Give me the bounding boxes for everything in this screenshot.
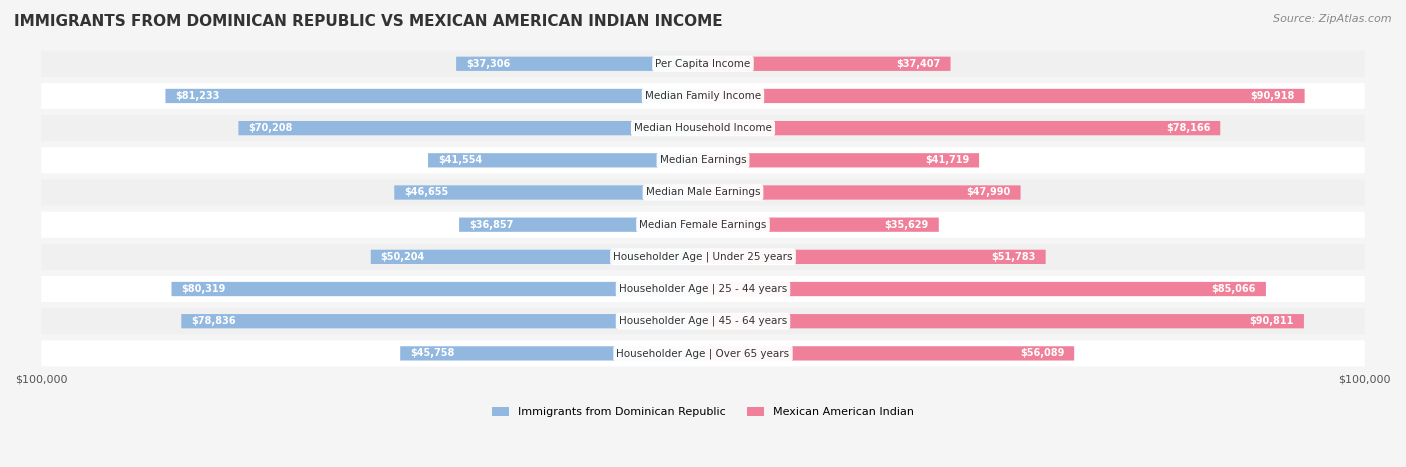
FancyBboxPatch shape bbox=[41, 276, 1365, 302]
Text: $41,719: $41,719 bbox=[925, 156, 969, 165]
FancyBboxPatch shape bbox=[703, 314, 1303, 328]
Text: Median Household Income: Median Household Income bbox=[634, 123, 772, 133]
Text: $70,208: $70,208 bbox=[249, 123, 292, 133]
FancyBboxPatch shape bbox=[703, 89, 1305, 103]
Text: Median Family Income: Median Family Income bbox=[645, 91, 761, 101]
Text: $80,319: $80,319 bbox=[181, 284, 226, 294]
Text: IMMIGRANTS FROM DOMINICAN REPUBLIC VS MEXICAN AMERICAN INDIAN INCOME: IMMIGRANTS FROM DOMINICAN REPUBLIC VS ME… bbox=[14, 14, 723, 29]
FancyBboxPatch shape bbox=[41, 51, 1365, 77]
Text: $51,783: $51,783 bbox=[991, 252, 1036, 262]
FancyBboxPatch shape bbox=[41, 115, 1365, 141]
FancyBboxPatch shape bbox=[427, 153, 703, 168]
FancyBboxPatch shape bbox=[703, 121, 1220, 135]
FancyBboxPatch shape bbox=[703, 218, 939, 232]
Text: $90,918: $90,918 bbox=[1250, 91, 1295, 101]
FancyBboxPatch shape bbox=[456, 57, 703, 71]
FancyBboxPatch shape bbox=[172, 282, 703, 296]
Text: $37,407: $37,407 bbox=[897, 59, 941, 69]
Text: $90,811: $90,811 bbox=[1250, 316, 1294, 326]
FancyBboxPatch shape bbox=[239, 121, 703, 135]
FancyBboxPatch shape bbox=[181, 314, 703, 328]
Text: Householder Age | 25 - 44 years: Householder Age | 25 - 44 years bbox=[619, 284, 787, 294]
Text: $36,857: $36,857 bbox=[470, 219, 513, 230]
FancyBboxPatch shape bbox=[703, 282, 1265, 296]
Text: $35,629: $35,629 bbox=[884, 219, 929, 230]
Text: $47,990: $47,990 bbox=[966, 187, 1011, 198]
Text: Median Male Earnings: Median Male Earnings bbox=[645, 187, 761, 198]
FancyBboxPatch shape bbox=[401, 346, 703, 361]
FancyBboxPatch shape bbox=[41, 83, 1365, 109]
FancyBboxPatch shape bbox=[41, 212, 1365, 238]
Text: Householder Age | Over 65 years: Householder Age | Over 65 years bbox=[616, 348, 790, 359]
Text: Median Earnings: Median Earnings bbox=[659, 156, 747, 165]
Text: Householder Age | 45 - 64 years: Householder Age | 45 - 64 years bbox=[619, 316, 787, 326]
Text: $81,233: $81,233 bbox=[176, 91, 219, 101]
Text: Householder Age | Under 25 years: Householder Age | Under 25 years bbox=[613, 252, 793, 262]
FancyBboxPatch shape bbox=[394, 185, 703, 199]
FancyBboxPatch shape bbox=[41, 308, 1365, 334]
FancyBboxPatch shape bbox=[703, 346, 1074, 361]
FancyBboxPatch shape bbox=[166, 89, 703, 103]
Text: $50,204: $50,204 bbox=[381, 252, 425, 262]
Text: Per Capita Income: Per Capita Income bbox=[655, 59, 751, 69]
Text: Source: ZipAtlas.com: Source: ZipAtlas.com bbox=[1274, 14, 1392, 24]
Text: $41,554: $41,554 bbox=[437, 156, 482, 165]
FancyBboxPatch shape bbox=[460, 218, 703, 232]
Text: $85,066: $85,066 bbox=[1212, 284, 1256, 294]
Legend: Immigrants from Dominican Republic, Mexican American Indian: Immigrants from Dominican Republic, Mexi… bbox=[488, 403, 918, 422]
FancyBboxPatch shape bbox=[703, 250, 1046, 264]
FancyBboxPatch shape bbox=[703, 57, 950, 71]
Text: $78,836: $78,836 bbox=[191, 316, 236, 326]
Text: $56,089: $56,089 bbox=[1019, 348, 1064, 358]
Text: Median Female Earnings: Median Female Earnings bbox=[640, 219, 766, 230]
FancyBboxPatch shape bbox=[371, 250, 703, 264]
Text: $46,655: $46,655 bbox=[404, 187, 449, 198]
FancyBboxPatch shape bbox=[41, 179, 1365, 205]
FancyBboxPatch shape bbox=[703, 185, 1021, 199]
FancyBboxPatch shape bbox=[703, 153, 979, 168]
Text: $45,758: $45,758 bbox=[411, 348, 454, 358]
Text: $78,166: $78,166 bbox=[1166, 123, 1211, 133]
FancyBboxPatch shape bbox=[41, 147, 1365, 173]
FancyBboxPatch shape bbox=[41, 340, 1365, 367]
Text: $37,306: $37,306 bbox=[465, 59, 510, 69]
FancyBboxPatch shape bbox=[41, 244, 1365, 270]
